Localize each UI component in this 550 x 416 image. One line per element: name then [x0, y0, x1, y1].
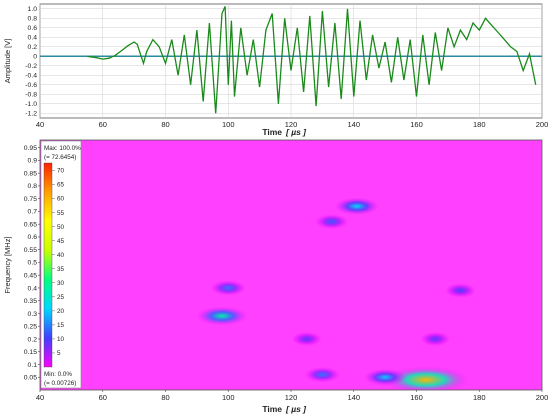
spectrogram-x-tick: 140: [347, 393, 360, 402]
colorbar-tick: 15: [57, 322, 65, 329]
spectrogram-x-tick: 200: [536, 393, 549, 402]
colorbar-tick: 45: [57, 238, 65, 245]
spectrogram-y-tick: 0.95: [24, 145, 37, 152]
waveform-y-tick: 0.6: [28, 25, 38, 32]
spectrogram-x-unit: [ µs ]: [285, 404, 307, 414]
spectrogram-feature: [291, 331, 322, 347]
spectrogram-x-tick: 160: [410, 393, 423, 402]
waveform-x-tick: 120: [285, 120, 298, 129]
waveform-x-tick: 60: [99, 120, 107, 129]
waveform-y-tick: -0.4: [25, 73, 37, 80]
spectrogram-feature: [364, 368, 407, 386]
waveform-x-tick: 80: [161, 120, 169, 129]
colorbar-tick: 35: [57, 266, 65, 273]
spectrogram-y-tick: 0.3: [28, 311, 38, 318]
spectrogram-feature: [210, 280, 246, 296]
spectrogram-x-tick: 100: [222, 393, 235, 402]
waveform-x-axis: 40 60 80 100 120 140 160 180 200: [36, 120, 548, 129]
spectrogram-y-tick: 0.1: [28, 362, 38, 369]
colorbar-max-label: Max: 100.0%: [44, 145, 81, 152]
waveform-panel: 1.0 0.8 0.6 0.4 0.2 0 -0.2 -0.4 -0.6 -0.8 -1.0 -1.2…: [3, 3, 548, 137]
waveform-y-tick: -1.2: [25, 111, 37, 118]
waveform-x-tick: 140: [347, 120, 360, 129]
spectrogram-y-tick: 0.35: [24, 298, 37, 305]
colorbar-tick: 5: [57, 350, 61, 357]
waveform-x-label: Time: [262, 127, 282, 137]
colorbar-ticks: 70 65 60 55 50 45 40 35 30 25 20 15 10 5: [52, 168, 65, 357]
waveform-y-label: Amplitude [V]: [3, 39, 12, 84]
spectrogram-y-tick: 0.5: [28, 260, 38, 267]
spectrogram-y-tick: 0.7: [28, 209, 38, 216]
spectrogram-x-tick: 40: [36, 393, 44, 402]
spectrogram-features: [196, 197, 476, 390]
spectrogram-x-axis: 40 60 80 100 120 140 160 180 200: [36, 390, 548, 402]
waveform-y-tick: -0.2: [25, 63, 37, 70]
waveform-x-tick: 160: [410, 120, 423, 129]
spectrogram-y-tick: 0.75: [24, 196, 37, 203]
spectrogram-x-tick: 120: [285, 393, 298, 402]
waveform-y-tick: 0: [33, 54, 37, 61]
spectrogram-y-label: Frequency [MHz]: [3, 236, 12, 293]
spectrogram-y-tick: 0.8: [28, 183, 38, 190]
waveform-x-tick: 40: [36, 120, 44, 129]
spectrogram-y-tick: 0.65: [24, 221, 37, 228]
waveform-x-tick: 180: [473, 120, 486, 129]
colorbar-gradient: [43, 162, 53, 368]
colorbar-max-value: (= 72.6454): [44, 154, 76, 161]
colorbar-tick: 55: [57, 210, 65, 217]
spectrogram-panel: 0.950.90.850.80.750.70.650.60.550.50.450…: [3, 139, 548, 414]
spectrogram-x-tick: 180: [473, 393, 486, 402]
spectrogram-feature: [420, 331, 451, 347]
spectrogram-x-label: Time: [262, 404, 282, 414]
waveform-x-tick: 200: [536, 120, 549, 129]
waveform-y-tick: 0.8: [28, 16, 38, 23]
spectrogram-feature: [444, 283, 476, 298]
spectrogram-y-tick: 0.55: [24, 247, 37, 254]
spectrogram-x-tick: 60: [99, 393, 107, 402]
colorbar-tick: 10: [57, 336, 65, 343]
colorbar-legend: Max: 100.0% (= 72.6454) 70 65 60 55 50 45 40 35…: [40, 140, 82, 389]
spectrogram-y-tick: 0.6: [28, 234, 38, 241]
waveform-x-tick: 100: [222, 120, 235, 129]
spectrogram-feature: [334, 197, 379, 215]
colorbar-tick: 70: [57, 168, 65, 175]
spectrogram-feature: [304, 367, 341, 383]
waveform-y-tick: -0.6: [25, 82, 37, 89]
spectrogram-y-tick: 0.05: [24, 375, 37, 382]
spectrogram-y-tick: 0.85: [24, 170, 37, 177]
colorbar-min-value: (= 0.00726): [44, 380, 76, 387]
spectrogram-y-tick: 0.45: [24, 273, 37, 280]
spectrogram-y-tick: 0.9: [28, 158, 38, 165]
colorbar-min-label: Min: 0.0%: [44, 371, 72, 378]
spectrogram-y-tick: 0.25: [24, 324, 37, 331]
colorbar-tick: 30: [57, 280, 65, 287]
waveform-y-tick: 0.2: [28, 44, 38, 51]
colorbar-tick: 40: [57, 252, 65, 259]
colorbar-tick: 50: [57, 224, 65, 231]
spectrogram-y-axis: 0.95 0.9 0.85 0.8 0.75 0.7 0.65 0.6 0.55 0.5 0.45 0…: [24, 145, 40, 382]
spectrogram-feature: [315, 214, 349, 230]
spectrogram-x-tick: 80: [161, 393, 169, 402]
waveform-y-axis: 1.0 0.8 0.6 0.4 0.2 0 -0.2 -0.4 -0.6 -0.8 -1.0 -1.2: [25, 6, 37, 118]
colorbar-tick: 25: [57, 294, 65, 301]
waveform-series: [87, 6, 537, 114]
spectrogram-y-tick: 0.2: [28, 336, 38, 343]
spectrogram-feature: [382, 366, 469, 390]
waveform-x-unit: [ µs ]: [285, 127, 307, 137]
colorbar-tick: 60: [57, 196, 65, 203]
waveform-y-tick: -0.8: [25, 92, 37, 99]
spectrogram-y-tick: 0.15: [24, 349, 37, 356]
waveform-y-tick: -1.0: [25, 101, 37, 108]
waveform-y-tick: 0.4: [28, 35, 38, 42]
spectrogram-plot-area: [40, 140, 542, 390]
spectrogram-y-tick: 0.4: [28, 285, 38, 292]
waveform-y-tick: 1.0: [28, 6, 38, 13]
spectrogram-feature: [196, 306, 248, 326]
colorbar-tick: 65: [57, 182, 65, 189]
colorbar-tick: 20: [57, 308, 65, 315]
